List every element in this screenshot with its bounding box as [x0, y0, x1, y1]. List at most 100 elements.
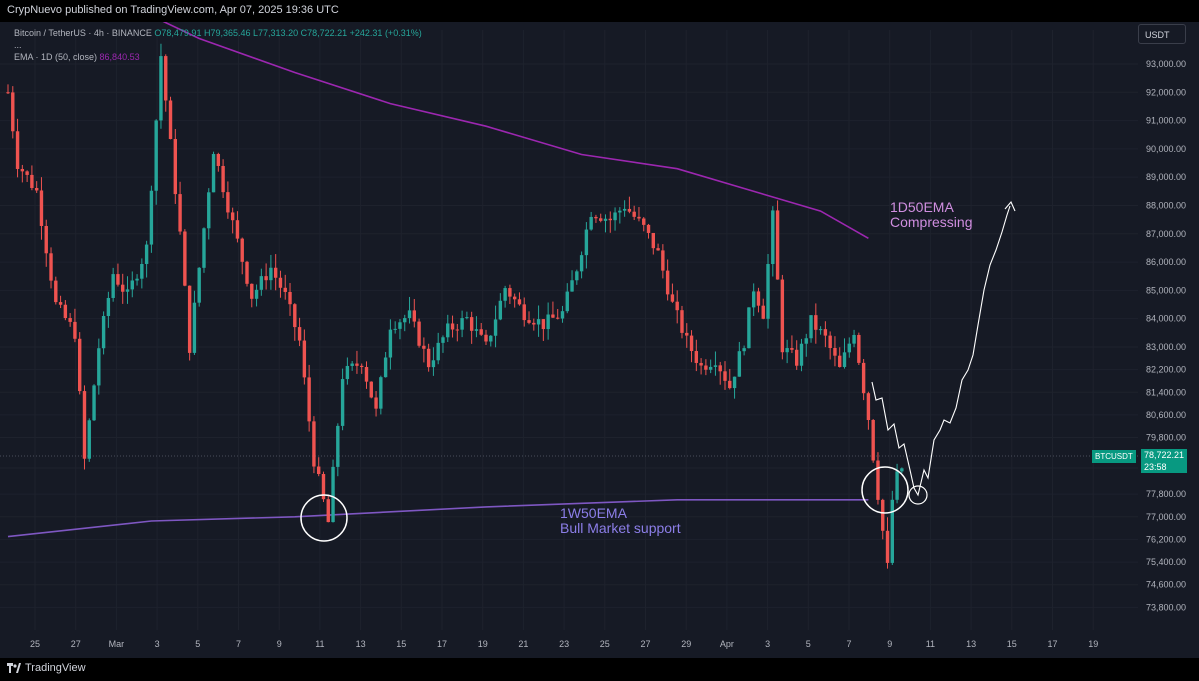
time-tick-label: 11 — [315, 639, 324, 649]
bar-countdown: 23:58 — [1141, 461, 1187, 473]
candle-body — [173, 139, 177, 195]
candle-body — [369, 381, 373, 398]
price-tick-label: 85,000.00 — [1146, 285, 1186, 295]
candle-body — [168, 100, 173, 140]
candle-body — [235, 220, 240, 239]
candle-body — [532, 322, 536, 325]
ellipsis-text[interactable]: ... — [14, 40, 22, 50]
time-tick-label: Mar — [109, 639, 125, 649]
candle-body — [665, 270, 670, 295]
ema-1d-line — [162, 22, 869, 239]
footer-bar: TradingView — [0, 658, 1199, 681]
price-tick-label: 93,000.00 — [1146, 59, 1186, 69]
time-tick-label: 25 — [30, 639, 40, 649]
candle-body — [388, 329, 393, 358]
candle-body — [164, 56, 168, 101]
currency-button[interactable]: USDT — [1138, 24, 1186, 44]
candle-body — [575, 271, 579, 281]
candle-body — [838, 355, 842, 367]
candle-body — [795, 349, 799, 366]
candle-body — [857, 334, 861, 363]
annotation-1w-ema: 1W50EMA Bull Market support — [560, 506, 681, 536]
candle-body — [775, 210, 780, 280]
candle-body — [58, 302, 63, 305]
candle-body — [799, 343, 804, 366]
candle-body — [584, 229, 589, 256]
time-tick-label: 25 — [600, 639, 610, 649]
time-tick-label: 5 — [195, 639, 200, 649]
candle-body — [790, 348, 794, 350]
candle-body — [603, 218, 608, 221]
candle-body — [685, 332, 689, 336]
price-tick-label: 87,000.00 — [1146, 229, 1186, 239]
candle-body — [49, 253, 53, 281]
candle-body — [708, 366, 713, 370]
time-tick-label: 15 — [396, 639, 406, 649]
price-tick-label: 82,200.00 — [1146, 365, 1186, 375]
candle-body — [503, 288, 507, 301]
candle-body — [556, 317, 560, 319]
candle-body — [847, 343, 851, 353]
annotation-1d-ema-line2: Compressing — [890, 214, 973, 230]
legend-ellipsis[interactable]: ... — [14, 40, 22, 50]
price-tick-label: 86,000.00 — [1146, 257, 1186, 267]
candle-body — [264, 276, 268, 281]
candle-body — [627, 208, 632, 212]
candle-body — [140, 263, 144, 279]
candle-body — [460, 318, 464, 330]
candle-body — [728, 380, 732, 389]
ema-1d-path — [162, 22, 869, 239]
candle-body — [34, 187, 39, 191]
candle-body — [374, 397, 378, 409]
target-circle — [908, 485, 928, 505]
candle-body — [44, 225, 48, 254]
tradingview-logo[interactable]: TradingView — [7, 662, 86, 674]
candle-body — [192, 302, 197, 353]
candle-body — [221, 165, 225, 193]
price-tick-label: 76,200.00 — [1146, 534, 1186, 544]
candle-body — [646, 224, 651, 233]
annotation-1w-ema-line1: 1W50EMA — [560, 505, 627, 521]
time-tick-label: 3 — [765, 639, 770, 649]
annotation-1d-ema: 1D50EMA Compressing — [890, 200, 972, 230]
support-circle-left — [300, 494, 348, 542]
time-tick-label: 7 — [846, 639, 851, 649]
candle-body — [187, 285, 192, 353]
price-chart[interactable]: 93,000.00 92,000.00 91,000.00 90,000.00 89,0… — [0, 22, 1199, 658]
time-axis[interactable]: 25 27 Mar 3 5 7 9 11 13 15 17 19 21 23 25 27 29 Apr 3 5 7 9 11… — [30, 639, 1098, 649]
annotation-1w-ema-line2: Bull Market support — [560, 520, 681, 536]
current-price-tag: 78,722.21 — [1141, 449, 1187, 461]
candle-body — [197, 267, 201, 303]
candle-body — [431, 360, 436, 368]
price-tick-label: 81,400.00 — [1146, 387, 1186, 397]
support-circle-right — [861, 466, 909, 514]
candle-body — [68, 318, 72, 322]
projection-path — [871, 205, 1011, 497]
candle-body — [704, 365, 708, 370]
candle-body — [207, 192, 211, 229]
candle-body — [360, 365, 364, 368]
candle-body — [780, 279, 785, 353]
candle-body — [278, 277, 283, 288]
candle-body — [512, 296, 517, 300]
time-tick-label: 3 — [155, 639, 160, 649]
time-tick-label: 15 — [1007, 639, 1017, 649]
candle-body — [632, 211, 636, 217]
price-tick-label: 74,600.00 — [1146, 580, 1186, 590]
candle-body — [259, 276, 264, 290]
ema-1w-path — [7, 499, 869, 538]
candle-body — [441, 337, 445, 343]
candle-body — [254, 289, 259, 299]
candle-body — [570, 280, 574, 292]
high-value: H79,365.46 — [203, 28, 251, 38]
change-value: +242.31 (+0.31%) — [349, 28, 422, 38]
candle-body — [436, 342, 440, 361]
time-tick-label: 19 — [478, 639, 488, 649]
candle-body — [469, 317, 474, 331]
candle-body — [216, 154, 221, 166]
candle-body — [871, 420, 875, 461]
open-value: O78,479.91 — [154, 28, 202, 38]
candle-body — [861, 362, 866, 394]
projection-arrow — [1004, 200, 1016, 212]
candle-body — [828, 335, 832, 348]
